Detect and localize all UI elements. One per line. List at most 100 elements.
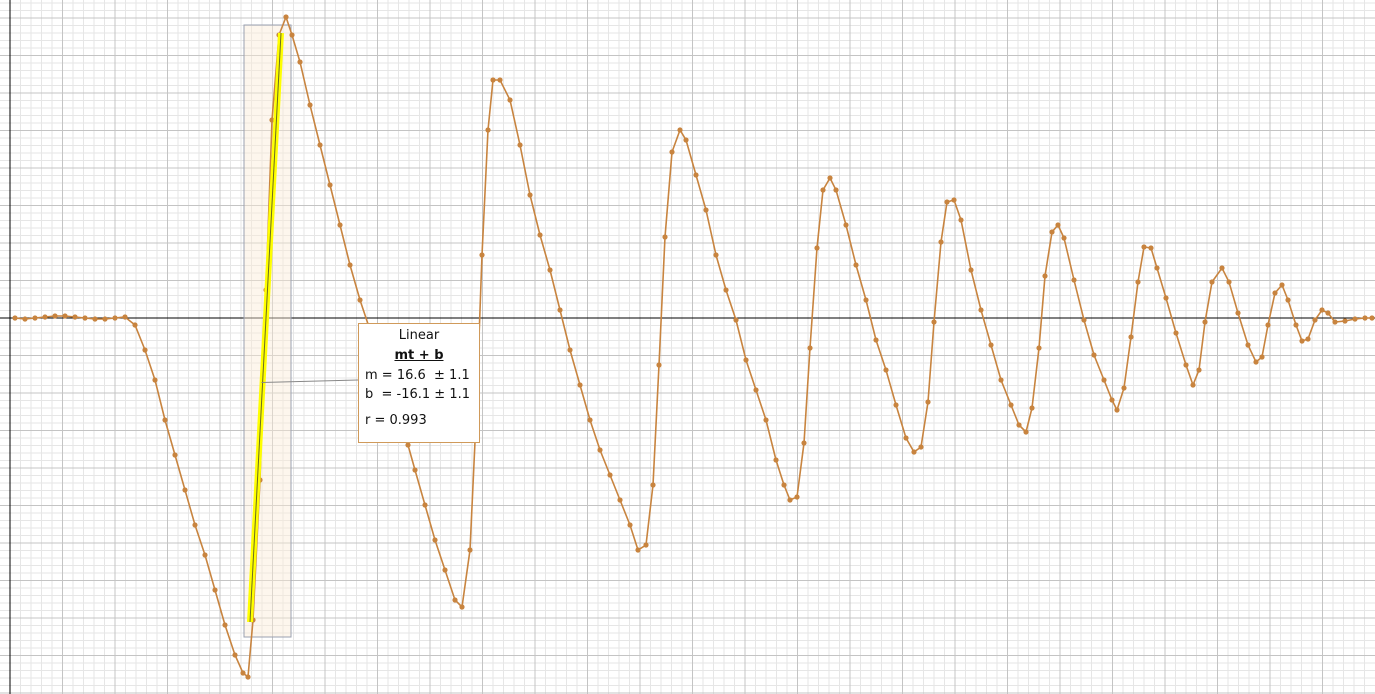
data-point [794,494,800,500]
data-point [643,542,649,548]
data-point [152,377,158,383]
data-point [893,402,899,408]
data-point [490,77,496,83]
data-point [787,497,793,503]
data-point [1036,345,1042,351]
data-point [112,315,118,321]
data-point [1202,319,1208,325]
data-point [951,197,957,203]
data-point [1173,330,1179,336]
fit-slope: m = 16.6 ± 1.1 [365,368,470,383]
data-point [412,467,418,473]
fit-annotation[interactable]: Linear mt + b m = 16.6 ± 1.1 b = -16.1 ±… [358,323,480,443]
data-point [753,387,759,393]
data-point [1091,352,1097,358]
data-point [820,187,826,193]
data-point [547,267,553,273]
data-point [773,457,779,463]
data-point [1135,279,1141,285]
data-point [1016,422,1022,428]
fit-line-core [249,32,282,623]
data-point [662,234,668,240]
data-point [337,222,343,228]
data-point [703,207,709,213]
data-point [863,297,869,303]
data-point [72,314,78,320]
data-point [232,652,238,658]
data-point [92,316,98,322]
data-point [357,297,363,303]
data-point [1299,338,1305,344]
data-point [202,552,208,558]
data-point [222,622,228,628]
data-point [911,449,917,455]
data-point [1042,273,1048,279]
data-point [1272,290,1278,296]
data-point [998,377,1004,383]
data-point [62,313,68,319]
data-point [1253,359,1259,365]
data-point [617,497,623,503]
data-point [597,447,603,453]
data-point [452,597,458,603]
data-point [479,252,485,258]
data-point [683,137,689,143]
data-point [142,347,148,353]
data-point [1183,362,1189,368]
data-point [1342,318,1348,324]
data-point [1293,322,1299,328]
data-point [677,127,683,133]
data-point [801,440,807,446]
data-point [497,77,503,83]
data-point [807,345,813,351]
data-point [1008,402,1014,408]
data-point [1049,229,1055,235]
data-point [1029,405,1035,411]
data-point [1325,310,1331,316]
data-point [1285,297,1291,303]
data-point [485,127,491,133]
data-point [743,357,749,363]
data-point [132,322,138,328]
data-point [567,347,573,353]
data-point [12,315,18,321]
data-point [577,382,583,388]
data-point [853,262,859,268]
data-point [1081,317,1087,323]
data-point [931,319,937,325]
data-point [283,14,289,20]
data-point [1163,295,1169,301]
data-point [1259,354,1265,360]
data-point [422,502,428,508]
data-point [843,222,849,228]
fit-correlation: r = 0.993 [365,413,427,428]
data-point [1235,310,1241,316]
data-point [763,417,769,423]
data-point [938,239,944,245]
data-point [1071,277,1077,283]
data-point [656,362,662,368]
data-point [42,314,48,320]
data-point [22,316,28,322]
data-point [32,315,38,321]
data-point [1219,265,1225,271]
data-point [1023,429,1029,435]
data-point [988,342,994,348]
data-point [1305,336,1311,342]
data-point [347,262,353,268]
data-point [317,142,323,148]
data-point [693,172,699,178]
data-point [297,59,303,65]
data-point [1352,316,1358,322]
data-point [1154,265,1160,271]
data-point [1061,235,1067,241]
data-point [733,317,739,323]
data-point [122,314,128,320]
data-point [1148,245,1154,251]
data-point [289,32,295,38]
data-point [968,267,974,273]
data-point [327,182,333,188]
data-point [1121,385,1127,391]
data-point [269,117,275,123]
